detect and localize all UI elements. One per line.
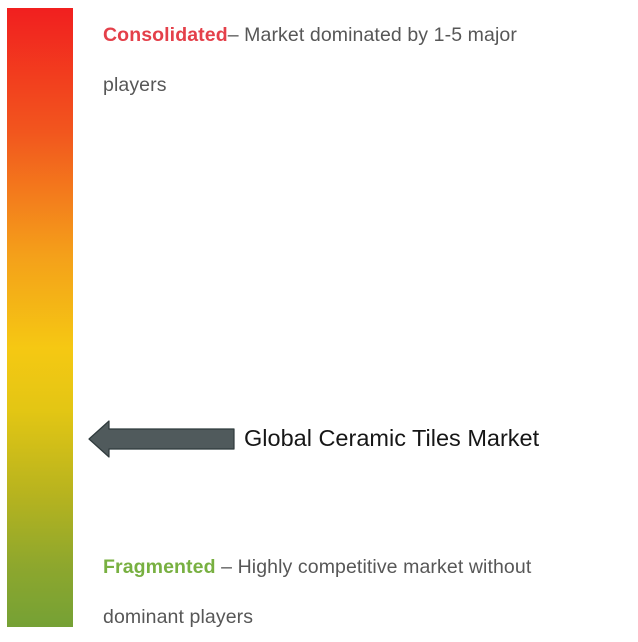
fragmented-caption: Fragmented – Highly competitive market w… [103, 542, 531, 642]
fragmented-description: – Highly competitive market without [215, 556, 532, 578]
market-label: Global Ceramic Tiles Market [244, 425, 540, 451]
consolidated-term: Consolidated [103, 24, 228, 46]
fragmented-description-continued: dominant players [103, 606, 254, 628]
arrow-left-icon [88, 420, 235, 458]
consolidated-line-1: Consolidated– Market dominated by 1-5 ma… [103, 10, 517, 60]
consolidated-description-continued: players [103, 74, 167, 96]
fragmented-line-1: Fragmented – Highly competitive market w… [103, 542, 531, 592]
consolidated-caption: Consolidated– Market dominated by 1-5 ma… [103, 10, 517, 110]
fragmented-term: Fragmented [103, 556, 216, 578]
concentration-scale-bar [7, 8, 73, 627]
consolidated-description: – Market dominated by 1-5 major [227, 24, 517, 46]
